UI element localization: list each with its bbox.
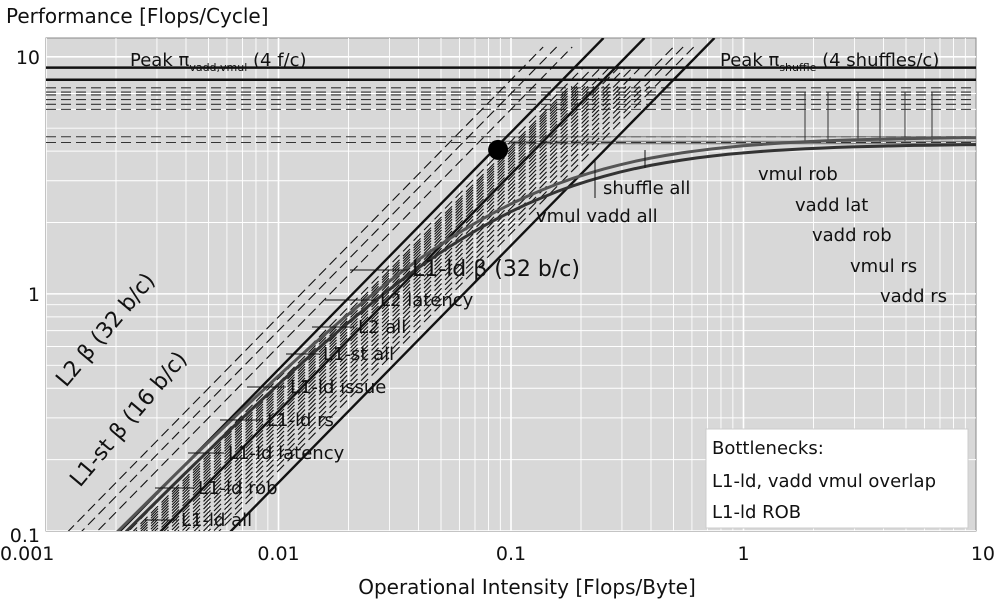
- x-axis-label: Operational Intensity [Flops/Byte]: [358, 575, 696, 599]
- dashed-roof-line: [163, 67, 620, 531]
- horizontal-bounds: [46, 66, 976, 145]
- x-tick-label: 0.01: [257, 543, 299, 565]
- hatch-roof-line: [140, 86, 578, 531]
- x-tick-label: 0.1: [496, 543, 526, 565]
- curve-vmul-vadd-all: [124, 143, 976, 531]
- peak-shuffle-label: Peak πshuffle (4 shuffles/c): [720, 50, 939, 74]
- bottleneck-legend: Bottlenecks: L1-ld, vadd vmul overlap L1…: [705, 428, 969, 529]
- plateau-label: vadd rs: [880, 286, 947, 307]
- hatch-roof-line: [142, 86, 581, 531]
- hatch-roof-line: [132, 86, 570, 531]
- hatch-roof-line: [166, 86, 604, 531]
- x-tick-label: 0.001: [0, 543, 54, 565]
- x-tick-label: 1: [737, 543, 749, 565]
- measured-point: [488, 139, 509, 160]
- hatch-roof-line: [202, 86, 640, 531]
- legend-line-2: L1-ld ROB: [712, 502, 801, 523]
- dashed-roof-line: [207, 46, 684, 531]
- dashed-roof-line: [96, 46, 573, 531]
- plateau-label: vadd lat: [795, 195, 868, 216]
- plateau-label: vadd rob: [812, 225, 892, 246]
- legend-title: Bottlenecks:: [712, 438, 824, 459]
- plateau-label: vmul rob: [758, 164, 838, 185]
- roof-label: L1-ld issue: [290, 377, 386, 398]
- measured-curves: [116, 136, 976, 531]
- solid-roof-line: [229, 38, 716, 531]
- dashed-roof-line: [67, 46, 544, 531]
- hatch-roof-line: [189, 86, 627, 531]
- y-tick-label: 0.1: [10, 525, 40, 547]
- roof-label: L1-ld β (32 b/c): [412, 257, 580, 282]
- hatch-roof-line: [181, 86, 619, 531]
- dashed-roof-line: [170, 67, 626, 531]
- x-tick-label: 10: [971, 543, 995, 565]
- hatch-roof-line: [193, 86, 631, 531]
- roof-label: L1-ld latency: [228, 443, 345, 464]
- dashed-roof-line: [177, 67, 633, 531]
- hatch-roof-line: [135, 86, 573, 531]
- x-tick-labels: 0.001 0.01 0.1 1 10: [0, 543, 995, 565]
- curve-label-vmul-vadd: vmul vadd all: [536, 206, 658, 227]
- roof-label: L2 latency: [380, 290, 474, 311]
- y-tick-labels: 0.1 1 10: [10, 47, 40, 547]
- hatch-roof-line: [151, 86, 589, 531]
- roof-label: L1-ld rs: [267, 410, 334, 431]
- roof-label: L1-st all: [323, 344, 394, 365]
- bandwidth-roofs: [67, 38, 716, 531]
- legend-line-1: L1-ld, vadd vmul overlap: [712, 471, 936, 492]
- roof-label: L1-ld rob: [198, 478, 278, 499]
- dashed-roof-line: [218, 46, 695, 531]
- grid: [46, 38, 976, 531]
- dashed-roof-line: [185, 67, 641, 531]
- curve-label-shuffle: shuffle all: [603, 178, 690, 199]
- peak-vadd-label: Peak πvadd,vmul (4 f/c): [130, 50, 307, 74]
- hatch-roof-line: [157, 86, 595, 531]
- curve-shuffle-all: [116, 136, 976, 531]
- plateau-label: vmul rs: [850, 256, 917, 277]
- dashed-roof-line: [145, 67, 602, 531]
- dashed-roof-line: [81, 46, 558, 531]
- chart-title: Performance [Flops/Cycle]: [6, 4, 269, 28]
- roof-label: L2 all: [358, 317, 406, 338]
- hatch-roof-line: [160, 86, 598, 531]
- roof-label: L1-ld all: [181, 510, 252, 531]
- y-tick-label: 10: [16, 47, 40, 69]
- y-tick-label: 1: [28, 284, 40, 306]
